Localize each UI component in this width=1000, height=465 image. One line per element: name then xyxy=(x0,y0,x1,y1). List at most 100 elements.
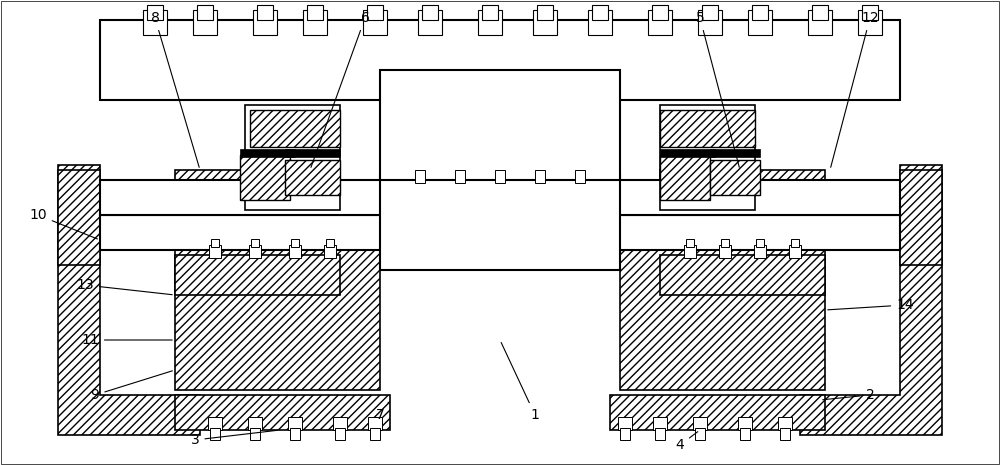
Bar xyxy=(812,5,828,20)
Bar xyxy=(862,5,878,20)
Polygon shape xyxy=(620,170,825,390)
Bar xyxy=(702,5,718,20)
Bar xyxy=(752,5,768,20)
Bar xyxy=(240,155,290,200)
Bar xyxy=(210,428,220,440)
Bar xyxy=(253,10,277,35)
Bar xyxy=(368,417,382,430)
Bar xyxy=(251,239,259,247)
Polygon shape xyxy=(800,165,942,435)
Bar xyxy=(58,170,100,265)
Bar xyxy=(789,245,801,258)
Bar xyxy=(721,239,729,247)
Bar xyxy=(791,239,799,247)
Bar xyxy=(719,245,731,258)
Text: 12: 12 xyxy=(831,11,879,167)
Bar xyxy=(418,10,442,35)
Text: 11: 11 xyxy=(81,333,172,347)
Bar xyxy=(245,105,340,210)
Bar xyxy=(655,428,665,440)
Bar xyxy=(250,110,340,147)
Bar xyxy=(257,5,273,20)
Text: 14: 14 xyxy=(828,298,914,312)
Bar xyxy=(588,10,612,35)
Bar xyxy=(290,428,300,440)
Bar xyxy=(686,239,694,247)
Bar xyxy=(143,10,167,35)
Bar xyxy=(652,5,668,20)
Bar xyxy=(367,5,383,20)
Bar xyxy=(535,170,545,183)
Bar xyxy=(324,245,336,258)
Bar xyxy=(660,155,710,200)
Text: 3: 3 xyxy=(191,430,277,447)
Bar xyxy=(335,428,345,440)
Bar xyxy=(193,10,217,35)
Bar xyxy=(415,170,425,183)
Bar xyxy=(285,149,340,157)
Text: 5: 5 xyxy=(696,11,739,167)
Bar xyxy=(248,417,262,430)
Bar xyxy=(422,5,438,20)
Bar xyxy=(808,10,832,35)
Bar xyxy=(748,10,772,35)
Bar xyxy=(240,149,295,157)
Bar xyxy=(900,170,942,265)
Text: 13: 13 xyxy=(76,278,172,295)
Polygon shape xyxy=(175,395,390,430)
Bar xyxy=(363,10,387,35)
Bar xyxy=(653,417,667,430)
Bar xyxy=(100,20,900,100)
Bar xyxy=(575,170,585,183)
Bar xyxy=(147,5,163,20)
Bar xyxy=(710,149,760,157)
Bar xyxy=(648,10,672,35)
Bar xyxy=(754,245,766,258)
Bar xyxy=(858,10,882,35)
Bar xyxy=(249,245,261,258)
Bar xyxy=(455,170,465,183)
Bar xyxy=(780,428,790,440)
Bar xyxy=(660,105,755,210)
Bar xyxy=(756,239,764,247)
Bar xyxy=(660,149,715,157)
Bar xyxy=(592,5,608,20)
Polygon shape xyxy=(175,170,380,390)
Bar xyxy=(695,428,705,440)
Text: 1: 1 xyxy=(501,343,539,422)
Bar xyxy=(380,175,620,270)
Bar xyxy=(698,10,722,35)
Bar xyxy=(100,180,900,215)
Bar xyxy=(660,110,755,147)
Bar xyxy=(303,10,327,35)
Bar xyxy=(620,428,630,440)
Bar xyxy=(660,255,825,295)
Bar xyxy=(197,5,213,20)
Bar xyxy=(288,417,302,430)
Bar xyxy=(533,10,557,35)
Bar xyxy=(710,160,760,195)
Bar xyxy=(495,170,505,183)
Polygon shape xyxy=(610,395,825,430)
Bar xyxy=(684,245,696,258)
Bar xyxy=(208,417,222,430)
Text: 8: 8 xyxy=(151,11,199,167)
Bar xyxy=(285,160,340,195)
Text: 4: 4 xyxy=(676,432,698,452)
Bar xyxy=(693,417,707,430)
Bar xyxy=(478,10,502,35)
Bar xyxy=(307,5,323,20)
Bar xyxy=(326,239,334,247)
Bar xyxy=(209,245,221,258)
Bar xyxy=(175,255,340,295)
Bar xyxy=(738,417,752,430)
Bar xyxy=(250,428,260,440)
Bar xyxy=(289,245,301,258)
Bar xyxy=(740,428,750,440)
Text: 9: 9 xyxy=(91,371,172,402)
Bar xyxy=(291,239,299,247)
Bar xyxy=(211,239,219,247)
Bar xyxy=(100,215,900,250)
Bar xyxy=(380,70,620,180)
Polygon shape xyxy=(58,165,200,435)
